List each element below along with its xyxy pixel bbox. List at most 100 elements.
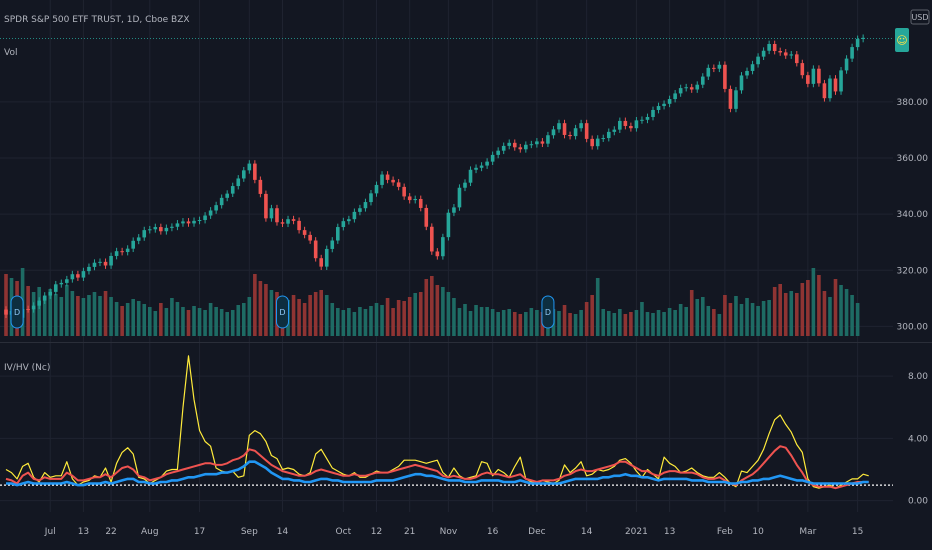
volume-bar bbox=[59, 297, 64, 336]
symbol-title[interactable]: SPDR S&P 500 ETF TRUST, 1D, Cboe BZX bbox=[4, 15, 190, 25]
volume-bar bbox=[723, 295, 727, 336]
volume-bar bbox=[170, 298, 174, 336]
candle-body bbox=[347, 219, 351, 222]
volume-bar bbox=[175, 302, 180, 336]
candle-body bbox=[800, 63, 805, 76]
volume-bar bbox=[241, 303, 246, 336]
candle-body bbox=[850, 47, 854, 59]
candle-body bbox=[855, 38, 860, 48]
volume-bar bbox=[37, 287, 41, 336]
smiley-icon: ☺ bbox=[896, 34, 907, 47]
candle-body bbox=[286, 219, 290, 224]
volume-bar bbox=[120, 306, 124, 336]
dividend-badge bbox=[541, 295, 555, 329]
volume-bar bbox=[479, 307, 484, 336]
candle-body bbox=[402, 186, 406, 197]
candle-body bbox=[817, 68, 821, 84]
candle-body bbox=[656, 106, 661, 110]
candle-body bbox=[70, 274, 75, 280]
volume-bar bbox=[640, 302, 644, 336]
volume-bar bbox=[208, 303, 213, 336]
candle-body bbox=[441, 237, 445, 257]
last-price-badge[interactable]: ☺ bbox=[895, 28, 909, 52]
candle-body bbox=[789, 54, 794, 56]
candle-body bbox=[606, 131, 611, 139]
volume-bar bbox=[463, 304, 467, 336]
candle-body bbox=[258, 179, 263, 194]
candle-body bbox=[783, 52, 788, 56]
volume-bar bbox=[396, 300, 401, 336]
candle-body bbox=[297, 220, 301, 231]
candle-body bbox=[42, 295, 47, 301]
candle-body bbox=[579, 123, 583, 129]
volume-bar bbox=[391, 308, 395, 336]
volume-bar bbox=[524, 312, 528, 336]
volume-bar bbox=[595, 278, 600, 336]
dividend-marker-2[interactable]: D bbox=[541, 295, 555, 329]
volume-bar bbox=[291, 295, 296, 336]
candle-body bbox=[380, 174, 384, 185]
candle-body bbox=[103, 261, 108, 266]
candle-body bbox=[109, 255, 113, 266]
volume-bar bbox=[347, 308, 351, 336]
candle-body bbox=[551, 129, 556, 136]
candle-body bbox=[507, 142, 512, 146]
currency-badge[interactable]: USD bbox=[910, 9, 930, 25]
candle-body bbox=[336, 227, 340, 241]
candle-body bbox=[374, 184, 379, 194]
candle-body bbox=[512, 142, 517, 148]
volume-bar bbox=[783, 293, 788, 336]
price-candles bbox=[4, 34, 865, 322]
volume-bar bbox=[219, 309, 224, 336]
dividend-marker-0[interactable]: D bbox=[10, 295, 24, 329]
volume-bar bbox=[717, 314, 722, 336]
volume-bar bbox=[446, 292, 451, 336]
volume-bar bbox=[844, 289, 849, 336]
candle-body bbox=[595, 138, 600, 147]
candle-body bbox=[120, 251, 124, 253]
candle-body bbox=[706, 67, 711, 77]
indicator-label[interactable]: IV/HV (Nc) bbox=[4, 363, 50, 373]
volume-bar bbox=[474, 305, 478, 336]
volume-bar bbox=[562, 305, 567, 336]
volume-bar bbox=[485, 307, 489, 336]
volume-bar bbox=[363, 309, 368, 336]
dividend-marker-1[interactable]: D bbox=[276, 295, 289, 329]
volume-bar bbox=[662, 312, 666, 336]
price-axis-label-4: 380.00 bbox=[897, 98, 929, 108]
volume-bar bbox=[839, 285, 843, 336]
volume-bar bbox=[695, 299, 700, 336]
candle-body bbox=[26, 309, 30, 311]
candle-body bbox=[308, 234, 312, 241]
candle-body bbox=[844, 58, 849, 71]
candle-body bbox=[175, 223, 180, 227]
candle-body bbox=[463, 182, 467, 188]
volume-bar bbox=[618, 309, 622, 336]
volume-bar bbox=[258, 281, 263, 336]
candle-body bbox=[723, 64, 727, 89]
candle-body bbox=[689, 87, 694, 90]
volume-bar bbox=[269, 290, 274, 336]
volume-bar bbox=[131, 299, 135, 336]
time-axis-label-19: 15 bbox=[852, 527, 863, 537]
candle-body bbox=[535, 141, 539, 145]
volume-bar bbox=[512, 312, 517, 336]
candle-body bbox=[662, 103, 666, 107]
volume-bar bbox=[264, 284, 268, 336]
volume-bar bbox=[800, 283, 805, 336]
candle-body bbox=[87, 266, 91, 272]
volume-bar bbox=[147, 307, 152, 336]
candle-body bbox=[247, 163, 252, 171]
volume-bar bbox=[253, 274, 257, 336]
candle-body bbox=[4, 309, 8, 315]
candle-body bbox=[313, 240, 318, 259]
volume-bar bbox=[700, 297, 705, 336]
candle-body bbox=[330, 240, 335, 249]
volume-bar bbox=[230, 310, 235, 336]
price-axis-label-2: 340.00 bbox=[897, 210, 929, 220]
candle-body bbox=[147, 229, 152, 231]
volume-bar bbox=[734, 296, 738, 336]
candle-body bbox=[225, 193, 229, 198]
